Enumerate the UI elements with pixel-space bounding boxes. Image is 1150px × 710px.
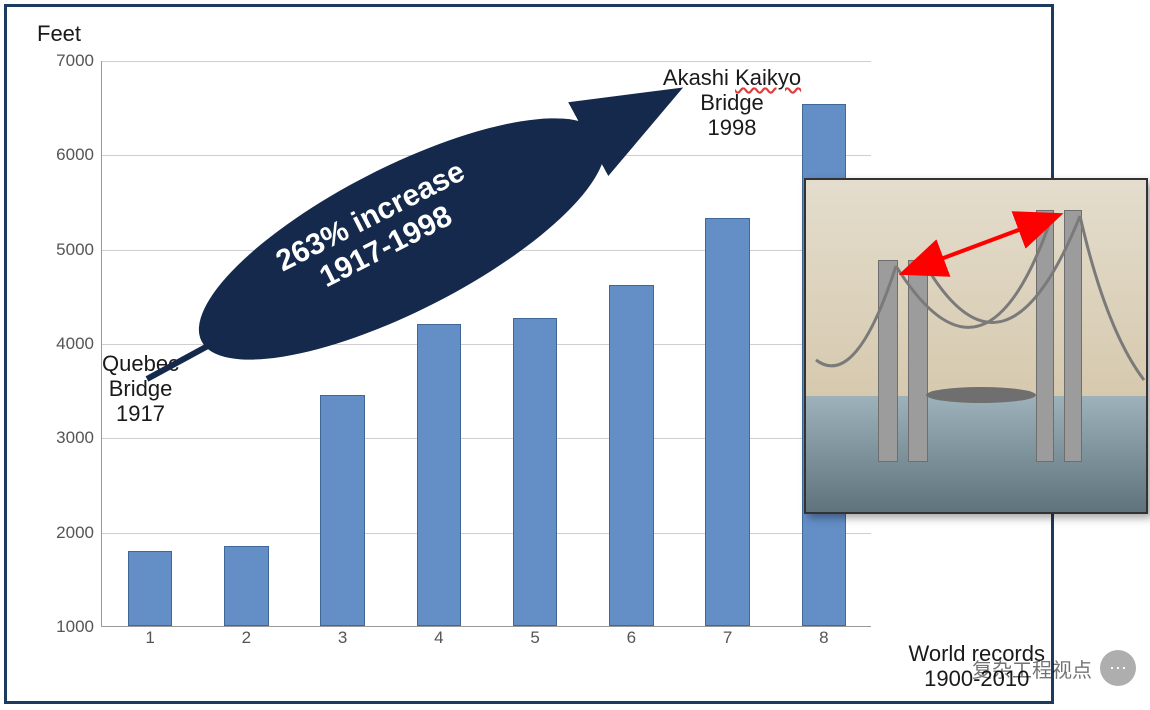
y-tick: 3000 — [56, 428, 94, 448]
bar — [705, 218, 749, 626]
annotation-last-bar-l1b: Kaikyo — [735, 65, 801, 90]
y-tick: 4000 — [56, 334, 94, 354]
x-tick: 8 — [819, 628, 828, 648]
inset-photo — [804, 178, 1148, 514]
watermark: 复杂工程视点 ⋯ — [972, 650, 1136, 686]
x-tick: 5 — [530, 628, 539, 648]
y-tick: 5000 — [56, 240, 94, 260]
photo-cables — [806, 180, 1146, 512]
annotation-last-bar-l1: Akashi — [663, 65, 729, 90]
y-tick: 2000 — [56, 523, 94, 543]
bar — [417, 324, 461, 626]
annotation-last-bar-l3: 1998 — [708, 115, 757, 140]
gridline — [102, 155, 871, 156]
annotation-last-bar: Akashi Kaikyo Bridge 1998 — [607, 65, 857, 140]
x-tick: 3 — [338, 628, 347, 648]
bar — [224, 546, 268, 626]
annotation-first-bar-text: Quebec Bridge 1917 — [102, 351, 179, 426]
watermark-icon-glyph: ⋯ — [1109, 658, 1127, 679]
y-tick: 1000 — [56, 617, 94, 637]
gridline — [102, 61, 871, 62]
x-tick: 4 — [434, 628, 443, 648]
gridline — [102, 533, 871, 534]
watermark-text: 复杂工程视点 — [972, 654, 1092, 683]
annotation-first-bar: Quebec Bridge 1917 — [102, 351, 179, 426]
gridline — [102, 344, 871, 345]
chart-area: Feet 1000 2000 3000 4000 5000 6000 7000 1 2 3 4 5 6 7… — [27, 21, 867, 679]
watermark-icon: ⋯ — [1100, 650, 1136, 686]
bar — [128, 551, 172, 626]
x-tick: 2 — [242, 628, 251, 648]
annotation-last-bar-l2: Bridge — [700, 90, 764, 115]
y-axis-title: Feet — [37, 21, 81, 47]
plot-region: 100020003000400050006000700012345678 — [101, 61, 871, 651]
gridline — [102, 438, 871, 439]
plot-inner: 100020003000400050006000700012345678 — [101, 61, 871, 627]
bar — [513, 318, 557, 626]
x-tick: 6 — [627, 628, 636, 648]
x-tick: 7 — [723, 628, 732, 648]
y-tick: 7000 — [56, 51, 94, 71]
gridline — [102, 250, 871, 251]
bar — [609, 285, 653, 626]
bar — [320, 395, 364, 626]
y-tick: 6000 — [56, 145, 94, 165]
x-tick: 1 — [145, 628, 154, 648]
